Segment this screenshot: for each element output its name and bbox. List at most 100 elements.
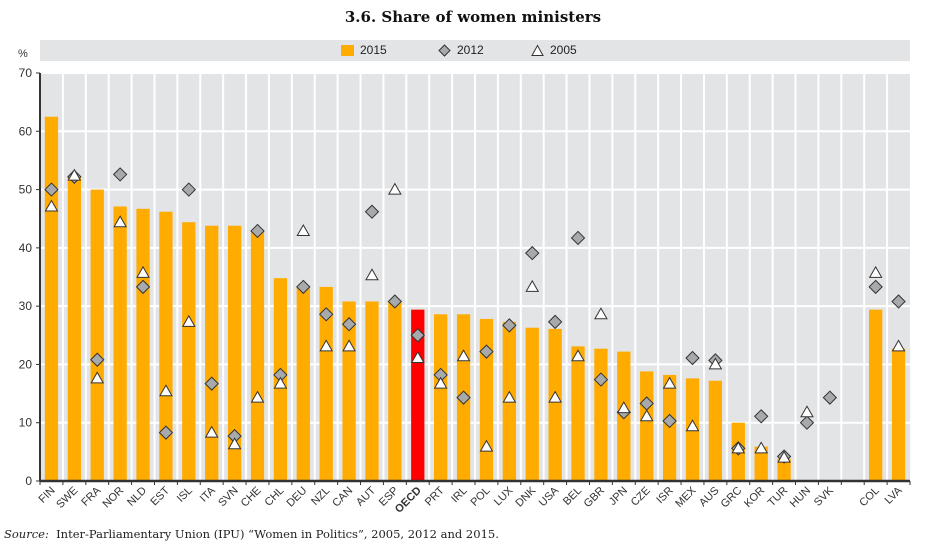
marker-2005 [479, 439, 494, 452]
marker-2005 [777, 450, 791, 463]
marker-2005 [731, 441, 746, 454]
x-category-label: IRL [449, 485, 470, 506]
marker-2005 [410, 351, 425, 364]
x-category-label: CHL [262, 485, 286, 509]
x-category-label: NLD [125, 485, 149, 509]
x-category-label: HUN [788, 485, 813, 510]
marker-2005 [616, 401, 631, 414]
x-category-label: GRC [719, 485, 745, 511]
bar-2015 [67, 176, 81, 481]
x-category-label: NOR [100, 485, 126, 511]
x-category-label: CHE [239, 485, 264, 510]
x-category-label: SVK [812, 484, 837, 509]
x-category-label: NZL [309, 485, 332, 508]
marker-2005 [181, 314, 196, 327]
marker-2012 [410, 328, 425, 343]
x-category-label: LVA [883, 484, 906, 507]
marker-2012 [525, 245, 540, 261]
marker-2005 [639, 409, 654, 422]
marker-2005 [754, 441, 769, 454]
x-category-label: ITA [198, 484, 218, 504]
x-category-label: DNK [513, 484, 538, 509]
x-category-label: ISL [175, 485, 195, 505]
marker-2005 [273, 376, 288, 389]
x-category-label: MEX [673, 484, 699, 510]
bar-2015 [525, 327, 539, 481]
marker-2012 [868, 279, 883, 295]
y-tick-label: 20 [19, 357, 33, 371]
marker-2005 [365, 268, 379, 281]
marker-2005 [662, 376, 677, 389]
x-category-label: OECD [393, 485, 424, 516]
y-tick-label: 30 [19, 299, 33, 313]
bar-2015 [388, 301, 402, 481]
marker-2012 [593, 372, 609, 387]
marker-2005 [159, 384, 173, 397]
marker-2005 [44, 199, 59, 212]
x-category-label: PRT [423, 484, 447, 508]
marker-2012 [547, 314, 563, 330]
bar-2015 [640, 371, 654, 481]
bar-2015 [708, 380, 723, 481]
triangle-marker-icon [531, 43, 544, 56]
bar-2015 [227, 225, 242, 481]
diamond-marker-icon [438, 43, 451, 57]
marker-2005 [90, 371, 105, 384]
marker-2005 [388, 182, 402, 195]
y-tick-label: 10 [19, 416, 33, 430]
marker-2005 [571, 349, 585, 362]
marker-2012 [158, 425, 174, 440]
marker-2012 [456, 390, 471, 405]
source-text: Inter-Parliamentary Union (IPU) “Women i… [56, 527, 499, 541]
marker-2012 [341, 317, 357, 332]
x-category-label: ISR [654, 485, 675, 506]
marker-2012 [891, 294, 906, 309]
bar-2015 [594, 348, 608, 481]
bar-2015 [113, 206, 127, 481]
legend-label-2015: 2015 [360, 43, 387, 57]
marker-2005 [502, 390, 517, 403]
marker-2012 [570, 230, 586, 246]
marker-2005 [594, 307, 608, 320]
y-tick-label: 0 [25, 474, 32, 488]
marker-2005 [708, 357, 723, 370]
source-label: Source: [4, 527, 49, 541]
x-category-label: AUS [697, 485, 721, 509]
x-category-label: GBR [582, 485, 607, 510]
marker-2005 [67, 168, 82, 181]
marker-2012 [112, 167, 128, 182]
bar-2015 [44, 116, 59, 481]
bar-2015 [205, 225, 219, 481]
marker-2012 [387, 294, 403, 309]
y-tick-label: 70 [19, 66, 33, 80]
marker-2005 [456, 349, 471, 362]
x-category-label: BEL [561, 485, 584, 508]
marker-2005 [891, 339, 906, 352]
bar-2015 [571, 346, 585, 481]
bar-2015 [250, 230, 265, 481]
marker-2012 [135, 279, 151, 295]
bar-2015 [869, 309, 883, 481]
marker-2005 [227, 437, 242, 450]
marker-2012 [685, 350, 700, 366]
marker-2005 [548, 390, 562, 403]
marker-2012 [822, 390, 838, 405]
bar-2015 [891, 348, 906, 481]
x-category-label: EST [148, 484, 172, 508]
legend-label-2005: 2005 [550, 43, 577, 57]
marker-2012 [364, 204, 380, 219]
legend: 2015 2012 2005 [40, 40, 910, 61]
bar-2015 [754, 446, 768, 481]
x-category-label: USA [537, 484, 562, 509]
x-category-label: AUT [354, 484, 378, 508]
x-category-label: FRA [79, 484, 104, 509]
x-category-label: SWE [54, 485, 80, 511]
marker-2012 [753, 409, 769, 424]
marker-2005 [800, 405, 814, 418]
x-category-label: JPN [607, 485, 630, 508]
marker-2005 [525, 279, 540, 292]
bar-2015 [159, 211, 173, 481]
marker-2012 [250, 223, 265, 239]
y-tick-label: 60 [19, 124, 33, 138]
